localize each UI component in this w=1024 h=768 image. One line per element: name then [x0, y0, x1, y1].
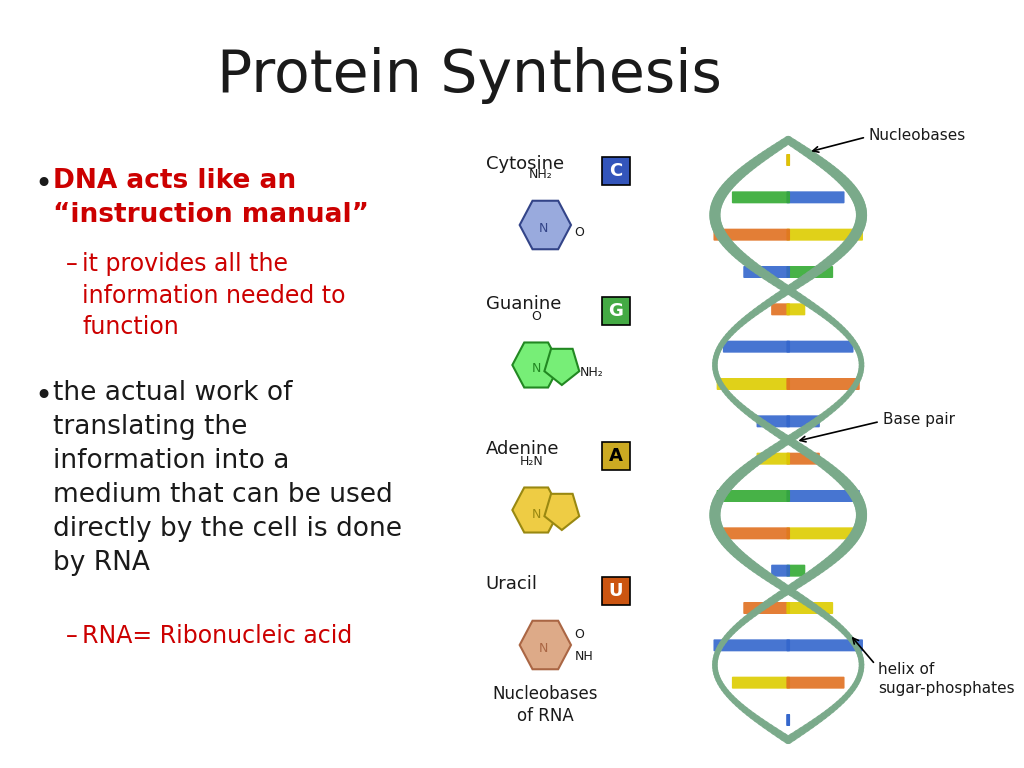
FancyBboxPatch shape [786, 677, 845, 689]
Text: –: – [66, 624, 78, 648]
FancyBboxPatch shape [786, 714, 791, 726]
Text: Guanine: Guanine [485, 295, 561, 313]
Polygon shape [512, 488, 560, 532]
Text: RNA= Ribonucleic acid: RNA= Ribonucleic acid [83, 624, 352, 648]
FancyBboxPatch shape [786, 378, 860, 390]
FancyBboxPatch shape [743, 602, 791, 614]
Polygon shape [519, 200, 571, 250]
Text: O: O [574, 628, 585, 641]
Text: Uracil: Uracil [485, 575, 538, 593]
Text: •: • [35, 170, 53, 199]
Text: NH₂: NH₂ [581, 366, 604, 379]
FancyBboxPatch shape [732, 677, 791, 689]
FancyBboxPatch shape [786, 341, 854, 353]
Text: Nucleobases: Nucleobases [868, 127, 966, 143]
Polygon shape [512, 343, 560, 388]
Text: NH₂: NH₂ [528, 168, 553, 181]
Text: the actual work of
translating the
information into a
medium that can be used
di: the actual work of translating the infor… [53, 380, 402, 576]
FancyBboxPatch shape [714, 639, 791, 651]
Text: O: O [531, 310, 541, 323]
FancyBboxPatch shape [786, 229, 863, 240]
FancyBboxPatch shape [786, 154, 791, 166]
Text: Adenine: Adenine [485, 440, 559, 458]
Text: NH: NH [574, 650, 594, 664]
Polygon shape [545, 349, 580, 385]
FancyBboxPatch shape [786, 303, 805, 316]
Polygon shape [545, 494, 580, 530]
FancyBboxPatch shape [732, 191, 791, 204]
Text: DNA acts like an
“instruction manual”: DNA acts like an “instruction manual” [53, 168, 370, 228]
FancyBboxPatch shape [757, 415, 791, 427]
Text: helix of
sugar-phosphates: helix of sugar-phosphates [878, 663, 1015, 696]
Text: N: N [531, 362, 541, 376]
Text: N: N [531, 508, 541, 521]
FancyBboxPatch shape [786, 639, 863, 651]
FancyBboxPatch shape [743, 266, 791, 278]
FancyBboxPatch shape [757, 452, 791, 465]
Text: Protein Synthesis: Protein Synthesis [217, 47, 722, 104]
FancyBboxPatch shape [786, 602, 834, 614]
FancyBboxPatch shape [786, 528, 854, 539]
Text: Cytosine: Cytosine [485, 155, 564, 173]
FancyBboxPatch shape [786, 564, 805, 577]
FancyBboxPatch shape [717, 490, 791, 502]
FancyBboxPatch shape [771, 564, 791, 577]
Text: Nucleobases
of RNA: Nucleobases of RNA [493, 685, 598, 725]
FancyBboxPatch shape [717, 378, 791, 390]
FancyBboxPatch shape [723, 341, 791, 353]
Text: Base pair: Base pair [883, 412, 954, 427]
Text: –: – [66, 252, 78, 276]
FancyBboxPatch shape [786, 154, 791, 166]
Text: it provides all the
information needed to
function: it provides all the information needed t… [83, 252, 346, 339]
FancyBboxPatch shape [786, 452, 820, 465]
Text: N: N [539, 643, 548, 656]
FancyBboxPatch shape [786, 266, 834, 278]
FancyBboxPatch shape [771, 303, 791, 316]
Text: A: A [609, 447, 623, 465]
Text: G: G [608, 302, 624, 320]
FancyBboxPatch shape [602, 442, 630, 470]
FancyBboxPatch shape [786, 191, 845, 204]
FancyBboxPatch shape [602, 297, 630, 325]
FancyBboxPatch shape [723, 528, 791, 539]
FancyBboxPatch shape [714, 229, 791, 240]
FancyBboxPatch shape [786, 490, 860, 502]
Text: N: N [539, 223, 548, 236]
Text: H₂N: H₂N [520, 455, 544, 468]
FancyBboxPatch shape [786, 415, 820, 427]
FancyBboxPatch shape [786, 714, 791, 726]
Text: C: C [609, 162, 623, 180]
Text: •: • [35, 382, 53, 411]
FancyBboxPatch shape [602, 157, 630, 185]
FancyBboxPatch shape [602, 577, 630, 605]
Polygon shape [519, 621, 571, 669]
Text: U: U [608, 582, 624, 600]
Text: O: O [574, 227, 585, 240]
